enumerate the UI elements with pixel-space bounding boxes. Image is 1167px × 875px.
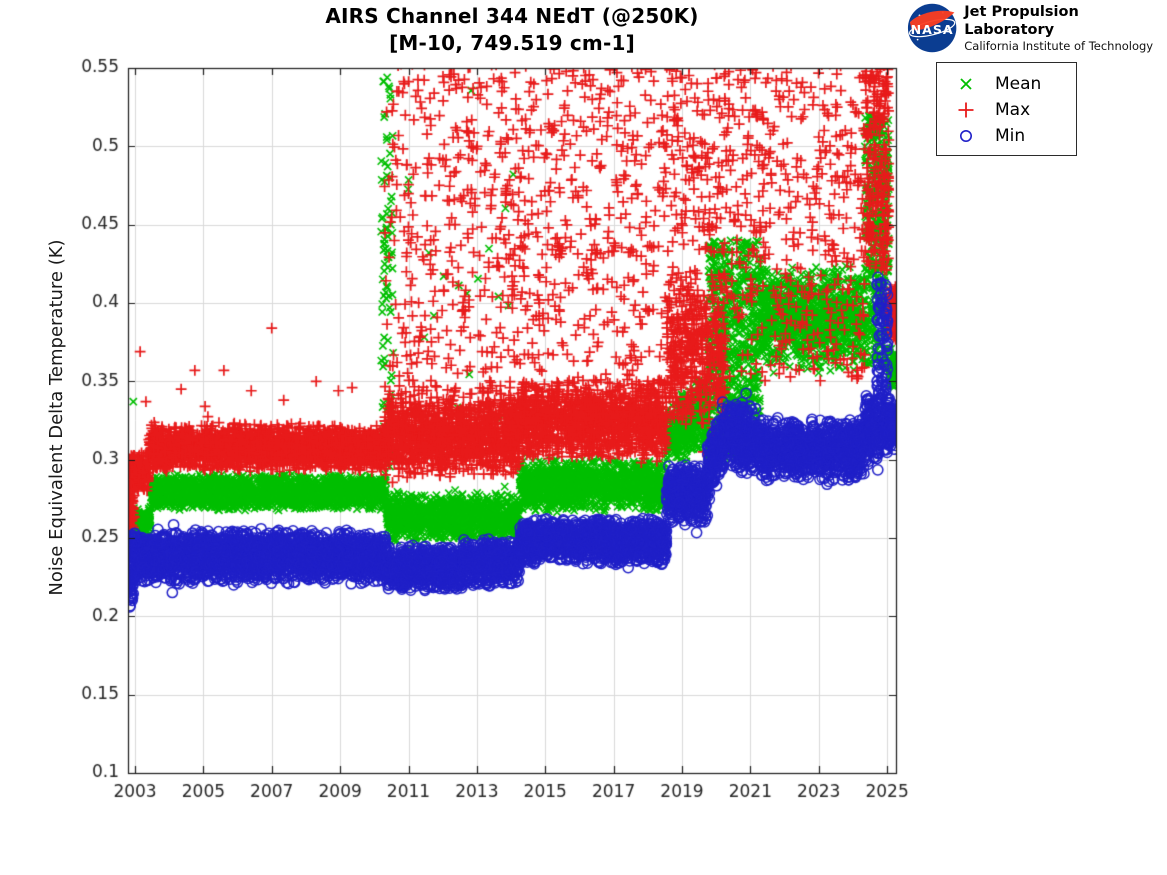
jpl-logo-block: NASA Jet Propulsion Laboratory Californi… — [906, 2, 1167, 54]
chart-title-line1: AIRS Channel 344 NEdT (@250K) — [325, 4, 699, 28]
chart-title-line2: [M-10, 749.519 cm-1] — [389, 31, 635, 55]
legend-item-min: Min — [937, 123, 1076, 149]
caltech-name: California Institute of Technology — [964, 39, 1154, 53]
max-marker-icon — [937, 101, 995, 119]
jpl-text: Jet Propulsion Laboratory California Ins… — [964, 3, 1167, 53]
jpl-name: Jet Propulsion Laboratory — [964, 4, 1079, 38]
legend-label-mean: Mean — [995, 74, 1042, 94]
nasa-swoosh — [909, 10, 955, 31]
min-marker-icon — [937, 128, 995, 144]
legend-item-mean: Mean — [937, 71, 1076, 97]
y-axis-label: Noise Equivalent Delta Temperature (K) — [46, 239, 67, 596]
legend-item-max: Max — [937, 97, 1076, 123]
mean-marker-icon — [937, 76, 995, 92]
legend-label-min: Min — [995, 126, 1026, 146]
nasa-logo-text: NASA — [911, 22, 954, 37]
legend: Mean Max Min — [936, 62, 1077, 156]
legend-label-max: Max — [995, 100, 1031, 120]
chart-title: AIRS Channel 344 NEdT (@250K) [M-10, 749… — [128, 3, 896, 57]
nasa-logo-icon: NASA — [907, 3, 957, 53]
